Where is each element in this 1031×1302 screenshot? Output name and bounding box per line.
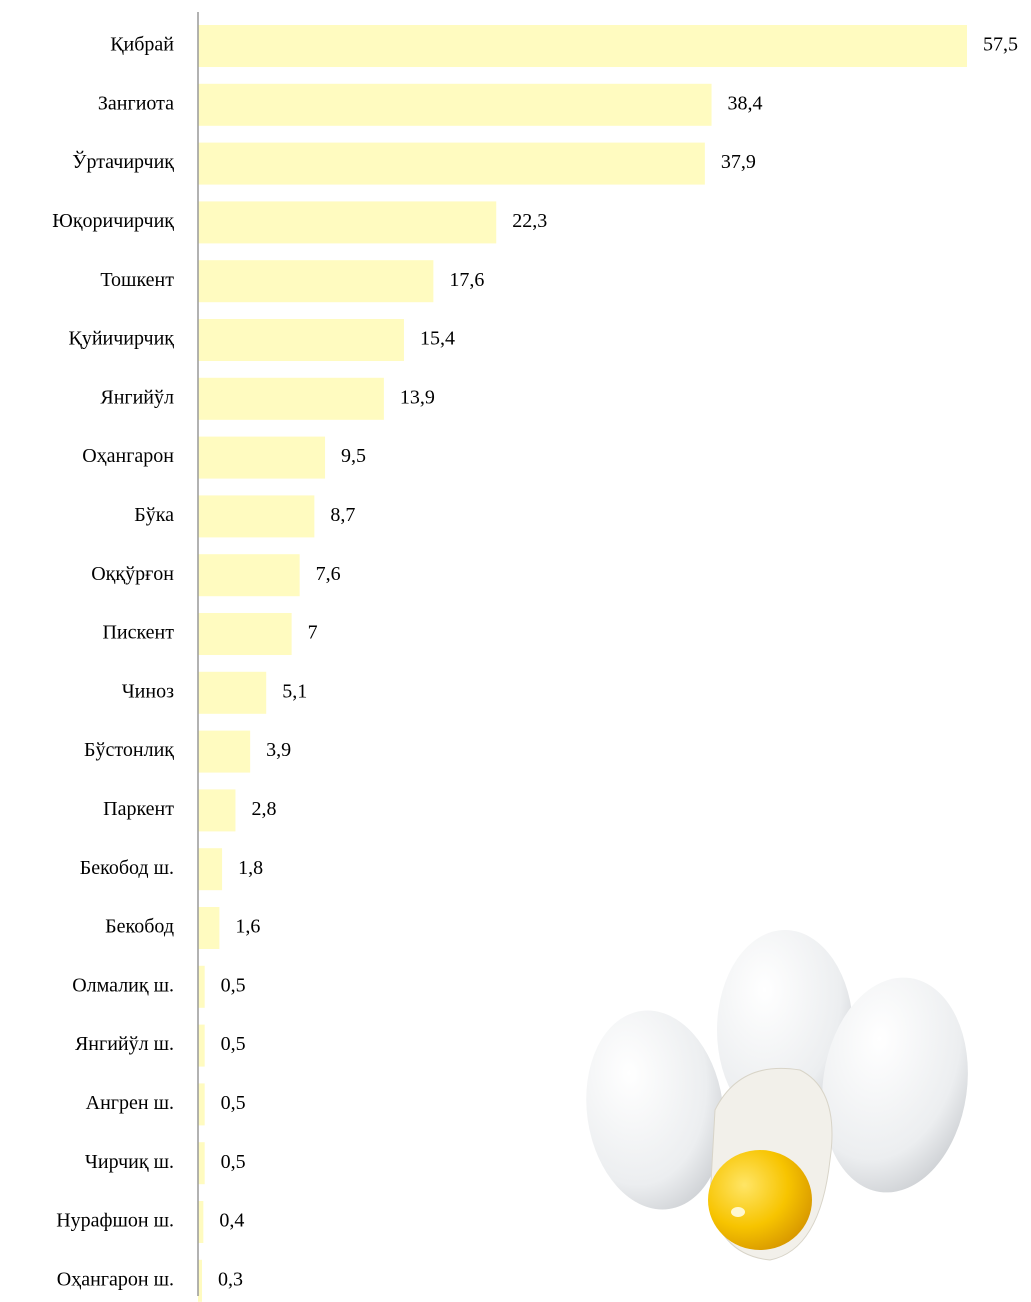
value-label: 0,5 bbox=[221, 1033, 246, 1055]
value-label: 8,7 bbox=[330, 504, 355, 526]
bar bbox=[198, 1083, 205, 1126]
value-label: 1,8 bbox=[238, 857, 263, 879]
bar bbox=[198, 1259, 203, 1302]
value-label: 0,3 bbox=[218, 1268, 243, 1290]
category-label: Оҳангарон ш. bbox=[57, 1268, 174, 1290]
value-label: 13,9 bbox=[400, 386, 435, 408]
value-label: 1,6 bbox=[235, 916, 260, 938]
bar bbox=[198, 201, 497, 244]
bar bbox=[198, 1201, 204, 1243]
category-label: Нурафшон ш. bbox=[56, 1210, 174, 1232]
value-label: 7 bbox=[308, 622, 318, 644]
category-label: Янгийўл bbox=[100, 386, 174, 408]
category-label: Бекобод bbox=[105, 916, 174, 938]
category-label: Бекобод ш. bbox=[80, 857, 174, 879]
bar bbox=[198, 730, 251, 773]
bar bbox=[198, 613, 292, 655]
value-label: 17,6 bbox=[449, 269, 484, 291]
bar bbox=[198, 377, 384, 420]
category-label: Паркент bbox=[103, 798, 174, 820]
category-label: Янгийўл ш. bbox=[75, 1033, 174, 1055]
bar bbox=[198, 554, 300, 597]
value-label: 9,5 bbox=[341, 445, 366, 467]
bar bbox=[198, 907, 220, 949]
value-label: 0,5 bbox=[221, 974, 246, 996]
bar bbox=[198, 789, 236, 832]
value-label: 0,4 bbox=[219, 1210, 244, 1232]
value-label: 57,5 bbox=[983, 34, 1018, 56]
category-label: Олмалиқ ш. bbox=[72, 974, 174, 996]
bar bbox=[198, 260, 434, 303]
value-label: 0,5 bbox=[221, 1151, 246, 1173]
category-label: Бўка bbox=[134, 504, 174, 526]
value-label: 0,5 bbox=[221, 1092, 246, 1114]
value-label: 37,9 bbox=[721, 151, 756, 173]
category-label: Қибрай bbox=[110, 34, 174, 56]
bar bbox=[198, 25, 967, 67]
category-label: Юқоричирчиқ bbox=[52, 210, 174, 232]
value-label: 2,8 bbox=[251, 798, 276, 820]
category-label: Пискент bbox=[102, 622, 174, 644]
bar bbox=[198, 495, 315, 538]
category-label: Тошкент bbox=[100, 269, 174, 291]
category-label: Чирчиқ ш. bbox=[85, 1151, 174, 1173]
category-label: Ўртачирчиқ bbox=[72, 150, 174, 173]
bar bbox=[198, 319, 404, 361]
category-label: Оққўрғон bbox=[91, 563, 174, 585]
bar bbox=[198, 1142, 205, 1185]
category-label: Қуйичирчиқ bbox=[69, 328, 175, 350]
value-label: 5,1 bbox=[282, 680, 307, 702]
category-label: Зангиота bbox=[98, 92, 174, 114]
value-label: 7,6 bbox=[316, 563, 341, 585]
bar bbox=[198, 83, 712, 126]
value-label: 3,9 bbox=[266, 739, 291, 761]
eggs-illustration bbox=[586, 930, 968, 1261]
category-label: Чиноз bbox=[122, 680, 174, 702]
bar bbox=[198, 671, 267, 714]
bar bbox=[198, 1024, 205, 1067]
bar bbox=[198, 436, 326, 479]
value-label: 15,4 bbox=[420, 328, 455, 350]
value-label: 38,4 bbox=[728, 92, 763, 114]
bar bbox=[198, 142, 705, 185]
category-label: Оҳангарон bbox=[82, 445, 174, 467]
value-label: 22,3 bbox=[512, 210, 547, 232]
category-label: Ангрен ш. bbox=[86, 1092, 174, 1114]
bar bbox=[198, 848, 223, 891]
category-label: Бўстонлиқ bbox=[84, 739, 174, 761]
bar bbox=[198, 965, 205, 1008]
